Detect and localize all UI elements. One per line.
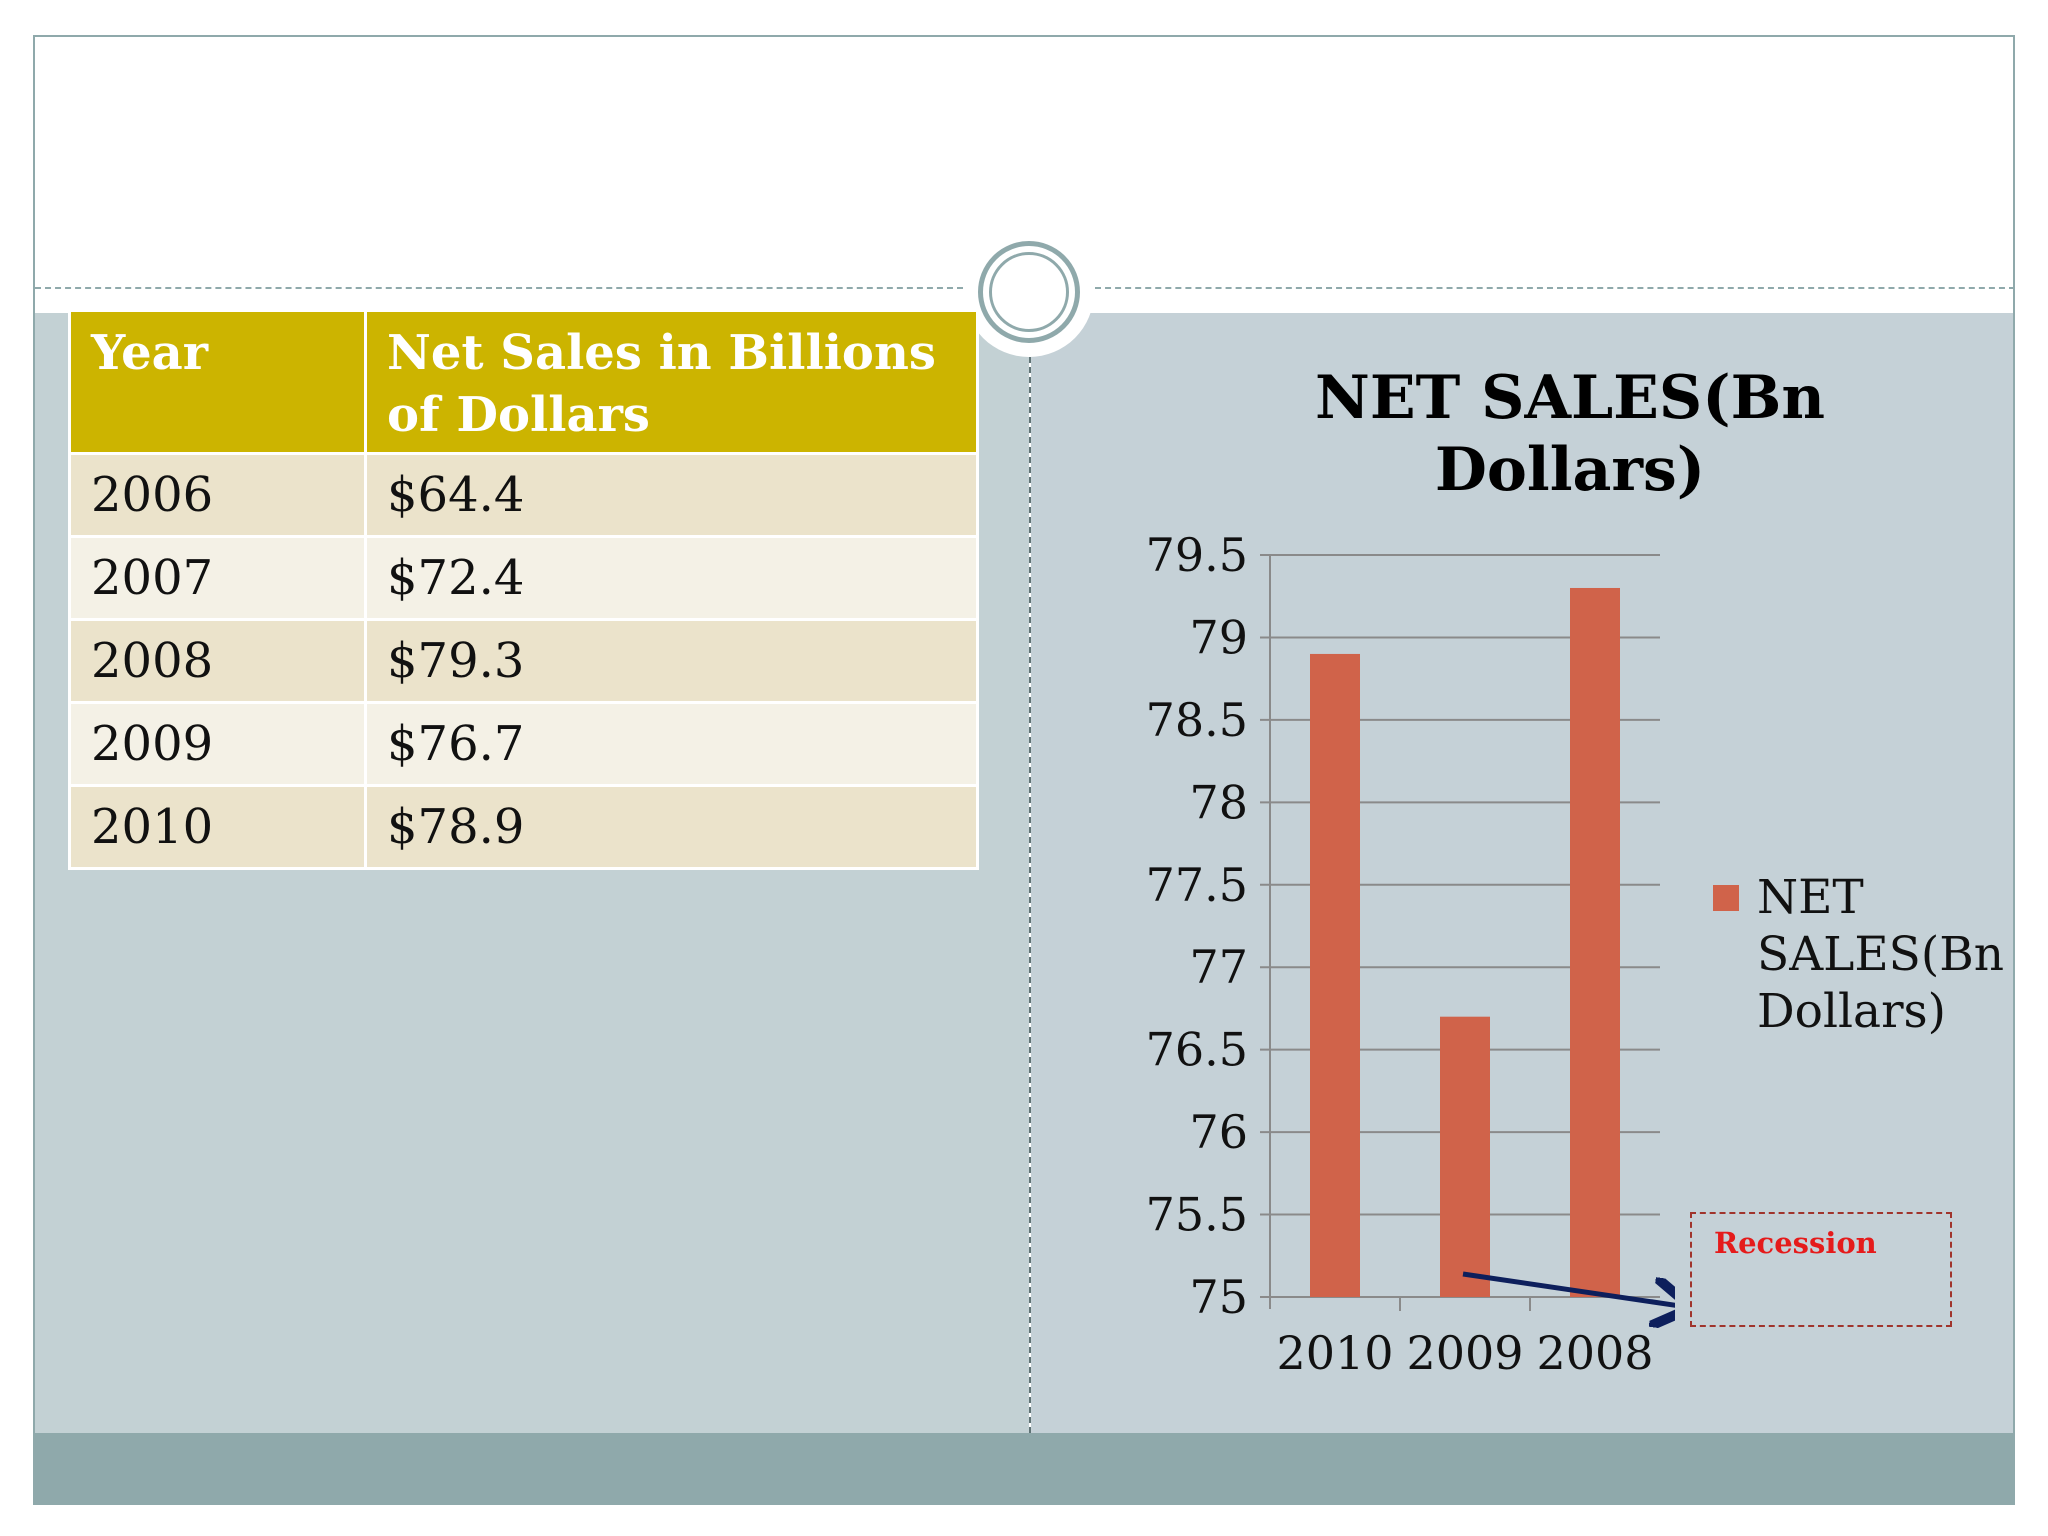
cell-sales: $78.9 xyxy=(364,784,979,870)
recession-label: Recession xyxy=(1714,1226,1877,1260)
header-net-sales: Net Sales in Billions of Dollars xyxy=(364,309,979,455)
legend-swatch xyxy=(1713,885,1739,911)
chart-title: NET SALES(Bn Dollars) xyxy=(1315,363,1825,505)
cell-sales: $79.3 xyxy=(364,618,979,704)
divider-right xyxy=(1095,287,2013,289)
y-tick-label: 76.5 xyxy=(1146,1023,1248,1077)
x-tick-label: 2009 xyxy=(1406,1326,1523,1380)
cell-sales: $72.4 xyxy=(364,535,979,621)
y-tick-label: 75 xyxy=(1189,1270,1248,1324)
table-row: 2009 $76.7 xyxy=(68,701,979,787)
table-row: 2007 $72.4 xyxy=(68,535,979,621)
x-tick-label: 2008 xyxy=(1536,1326,1653,1380)
bar xyxy=(1570,587,1620,1297)
cell-year: 2006 xyxy=(68,452,367,538)
divider-vertical xyxy=(1029,347,1031,1433)
circle-badge xyxy=(978,241,1080,343)
right-panel xyxy=(1031,313,2013,1433)
table-row: 2008 $79.3 xyxy=(68,618,979,704)
table-header-row: Year Net Sales in Billions of Dollars xyxy=(68,309,979,455)
bar xyxy=(1440,1016,1490,1297)
cell-year: 2007 xyxy=(68,535,367,621)
y-tick-label: 79.5 xyxy=(1146,528,1248,582)
bar xyxy=(1310,653,1360,1297)
y-tick-label: 76 xyxy=(1189,1105,1248,1159)
cell-year: 2009 xyxy=(68,701,367,787)
recession-callout: Recession xyxy=(1690,1212,1952,1327)
cell-year: 2008 xyxy=(68,618,367,704)
header-year: Year xyxy=(68,309,367,455)
divider-left xyxy=(35,287,963,289)
net-sales-bar-chart: 75 75.5 76 76.5 77 77.5 78 78.5 79 79.5 2010 2009 20… xyxy=(1146,528,1675,1380)
table-row: 2010 $78.9 xyxy=(68,784,979,870)
net-sales-table: Year Net Sales in Billions of Dollars 20… xyxy=(68,309,979,870)
cell-sales: $64.4 xyxy=(364,452,979,538)
x-tick-label: 2010 xyxy=(1276,1326,1393,1380)
y-tick-label: 77.5 xyxy=(1146,858,1248,912)
recession-arrow xyxy=(1462,1271,1675,1307)
cell-sales: $76.7 xyxy=(364,701,979,787)
y-tick-label: 75.5 xyxy=(1146,1188,1248,1242)
y-tick-label: 78.5 xyxy=(1146,693,1248,747)
y-tick-label: 79 xyxy=(1189,610,1248,664)
slide: Year Net Sales in Billions of Dollars 20… xyxy=(33,35,2015,1505)
footer-bar xyxy=(35,1433,2013,1503)
y-tick-label: 78 xyxy=(1189,775,1248,829)
cell-year: 2010 xyxy=(68,784,367,870)
y-tick-label: 77 xyxy=(1189,940,1248,994)
table-row: 2006 $64.4 xyxy=(68,452,979,538)
legend-label: NET SALES(Bn Dollars) xyxy=(1757,870,2005,1039)
